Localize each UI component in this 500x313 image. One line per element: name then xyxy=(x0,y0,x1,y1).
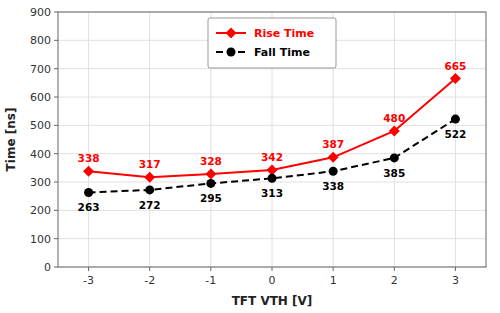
data-point xyxy=(145,185,154,194)
y-tick xyxy=(54,12,58,13)
data-point xyxy=(83,166,94,177)
y-tick xyxy=(54,153,58,154)
data-labels: 338 317 328 342 387 480 665 263 272 295 313 338 385 5… xyxy=(78,60,467,214)
y-tick xyxy=(54,182,58,183)
data-point xyxy=(268,174,277,183)
x-tick xyxy=(210,267,211,271)
grid-line xyxy=(88,12,89,267)
data-label: 385 xyxy=(383,167,405,179)
x-tick xyxy=(272,267,273,271)
x-tick xyxy=(455,267,456,271)
data-label: 522 xyxy=(444,128,466,140)
y-tick-label: 400 xyxy=(30,148,51,161)
y-tick xyxy=(54,68,58,69)
grid xyxy=(58,12,486,267)
y-tick-label: 500 xyxy=(30,119,51,132)
x-tick-label: 1 xyxy=(330,274,337,287)
x-tick-label: 3 xyxy=(452,274,459,287)
y-tick xyxy=(54,210,58,211)
x-tick xyxy=(149,267,150,271)
data-point xyxy=(329,167,338,176)
y-tick xyxy=(54,125,58,126)
x-axis-label: TFT VTH [V] xyxy=(232,294,313,308)
x-tick-label: 0 xyxy=(269,274,276,287)
data-label: 342 xyxy=(261,151,283,163)
x-tick xyxy=(394,267,395,271)
legend-label: Rise Time xyxy=(254,27,314,40)
legend-box xyxy=(208,18,336,68)
x-tick-label: 2 xyxy=(391,274,398,287)
legend: Rise Time Fall Time xyxy=(208,18,336,68)
y-tick-label: 0 xyxy=(44,261,51,274)
x-tick xyxy=(88,267,89,271)
grid-line xyxy=(149,12,150,267)
data-label: 387 xyxy=(322,138,344,150)
data-point xyxy=(206,179,215,188)
y-tick xyxy=(54,97,58,98)
legend-marker xyxy=(226,28,237,39)
data-label: 317 xyxy=(139,158,161,170)
legend-marker xyxy=(227,48,236,57)
series-line xyxy=(89,119,456,192)
y-tick-label: 300 xyxy=(30,176,51,189)
plot-area xyxy=(83,73,461,197)
y-tick-label: 200 xyxy=(30,204,51,217)
data-label: 313 xyxy=(261,187,283,199)
x-tick xyxy=(333,267,334,271)
data-label: 665 xyxy=(444,60,466,72)
data-point xyxy=(451,115,460,124)
data-point xyxy=(450,73,461,84)
x-tick-label: -3 xyxy=(83,274,94,287)
x-tick-label: -1 xyxy=(205,274,216,287)
plot-frame xyxy=(58,12,486,267)
y-tick-label: 600 xyxy=(30,91,51,104)
data-label: 338 xyxy=(78,152,100,164)
data-label: 272 xyxy=(139,199,161,211)
data-label: 480 xyxy=(383,112,405,124)
data-point xyxy=(389,126,400,137)
data-label: 328 xyxy=(200,155,222,167)
y-tick-label: 100 xyxy=(30,233,51,246)
data-label: 263 xyxy=(78,201,100,213)
y-tick-label: 700 xyxy=(30,63,51,76)
y-tick-label: 800 xyxy=(30,34,51,47)
series-line xyxy=(89,79,456,178)
data-point xyxy=(205,169,216,180)
data-point xyxy=(144,172,155,183)
chart: 0 100 200 300 400 500 600 700 800 900 -3 -2 -1 0 1 2 3 TF… xyxy=(0,0,500,313)
grid-line xyxy=(394,12,395,267)
data-label: 338 xyxy=(322,180,344,192)
legend-label: Fall Time xyxy=(254,46,310,59)
data-point xyxy=(390,153,399,162)
y-tick-label: 900 xyxy=(30,6,51,19)
y-tick xyxy=(54,238,58,239)
y-tick xyxy=(54,267,58,268)
y-tick xyxy=(54,40,58,41)
x-tick-label: -2 xyxy=(144,274,155,287)
y-axis-label: Time [ns] xyxy=(4,108,18,172)
data-label: 295 xyxy=(200,192,222,204)
data-point xyxy=(84,188,93,197)
data-point xyxy=(328,152,339,163)
